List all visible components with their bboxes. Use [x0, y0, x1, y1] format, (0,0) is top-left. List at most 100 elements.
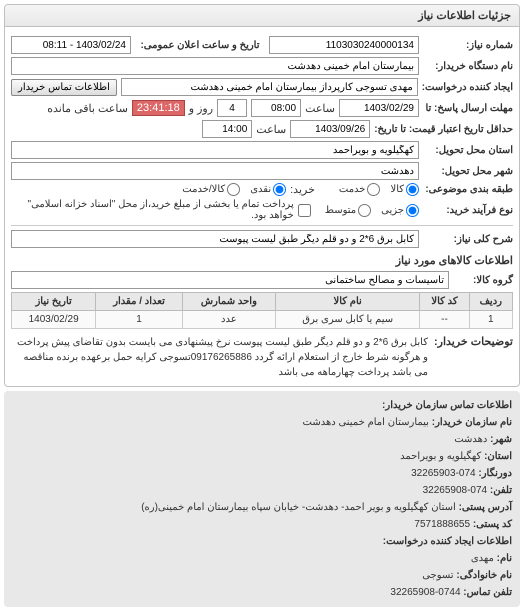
- city-field[interactable]: [11, 162, 419, 180]
- org-field[interactable]: [11, 57, 419, 75]
- row-creator: ایجاد کننده درخواست: اطلاعات تماس خریدار: [11, 78, 513, 96]
- c-city-label: شهر:: [490, 434, 512, 445]
- radio-goods-input[interactable]: [406, 183, 419, 196]
- c-addr: استان کهگیلویه و بویر احمد- دهدشت- خیابا…: [141, 502, 456, 513]
- desc-text: کابل برق 6*2 و دو قلم دیگر طبق لیست پیوس…: [11, 335, 428, 380]
- exp-hour-field[interactable]: [202, 120, 252, 138]
- radio-cash-input[interactable]: [273, 183, 286, 196]
- table-header-row: ردیف کد کالا نام کالا واحد شمارش تعداد /…: [12, 293, 513, 311]
- countdown-badge: 23:41:18: [132, 100, 185, 116]
- panel-title: جزئیات اطلاعات نیاز: [5, 5, 519, 27]
- deadline-date-field[interactable]: [339, 99, 419, 117]
- td-5: 1403/02/29: [12, 311, 96, 329]
- td-0: 1: [469, 311, 512, 329]
- row-reqno: شماره نیاز: تاریخ و ساعت اعلان عمومی:: [11, 36, 513, 54]
- row-org: نام دستگاه خریدار:: [11, 57, 513, 75]
- class-radio-group: کالا خدمت: [339, 183, 419, 196]
- c-name: مهدی: [471, 553, 494, 564]
- exp-hour-label: ساعت: [256, 123, 286, 136]
- need-title-field[interactable]: [11, 230, 419, 248]
- exp-date-field[interactable]: [290, 120, 370, 138]
- c-creator-title: اطلاعات ایجاد کننده درخواست:: [383, 536, 512, 547]
- radio-service[interactable]: خدمت: [339, 183, 381, 196]
- c-phone-label: تلفن:: [490, 485, 512, 496]
- c-post: 7571888655: [414, 519, 470, 530]
- row-province: استان محل تحویل:: [11, 141, 513, 159]
- td-3: عدد: [182, 311, 275, 329]
- row-process: نوع فرآیند خرید: جزیی متوسط پرداخت تمام …: [11, 199, 513, 221]
- th-2: نام کالا: [275, 293, 420, 311]
- process-radio-group: جزیی متوسط: [325, 204, 419, 217]
- province-field[interactable]: [11, 141, 419, 159]
- th-3: واحد شمارش: [182, 293, 275, 311]
- row-deadline: مهلت ارسال پاسخ: تا ساعت روز و 23:41:18 …: [11, 99, 513, 117]
- row-need-title: شرح کلی نیاز:: [11, 230, 513, 248]
- days-remain-field: [217, 99, 247, 117]
- radio-credit[interactable]: کالا/خدمت: [182, 183, 240, 196]
- reqno-field[interactable]: [269, 36, 419, 54]
- c-fax-label: دورنگار:: [478, 468, 512, 479]
- c-name-label: نام:: [497, 553, 512, 564]
- treasury-checkbox[interactable]: [298, 204, 311, 217]
- payment-radio-group: نقدی کالا/خدمت: [182, 183, 286, 196]
- goods-table-head: ردیف کد کالا نام کالا واحد شمارش تعداد /…: [12, 293, 513, 311]
- exp-label: حداقل تاریخ اعتبار قیمت: تا تاریخ:: [374, 124, 513, 135]
- table-row[interactable]: 1 -- سیم یا کابل سری برق عدد 1 1403/02/2…: [12, 311, 513, 329]
- creator-field[interactable]: [121, 78, 418, 96]
- group-field[interactable]: [11, 271, 449, 289]
- radio-service-input[interactable]: [367, 183, 380, 196]
- contact-button[interactable]: اطلاعات تماس خریدار: [11, 79, 117, 96]
- radio-medium-input[interactable]: [358, 204, 371, 217]
- c-city: دهدشت: [454, 434, 487, 445]
- pubdate-label: تاریخ و ساعت اعلان عمومی:: [135, 40, 265, 51]
- c-province-label: استان:: [484, 451, 512, 462]
- city-label: شهر محل تحویل:: [423, 166, 513, 177]
- goods-table-body: 1 -- سیم یا کابل سری برق عدد 1 1403/02/2…: [12, 311, 513, 329]
- need-title-label: شرح کلی نیاز:: [423, 234, 513, 245]
- th-1: کد کالا: [420, 293, 469, 311]
- c-fax: 074-32265903: [411, 468, 476, 479]
- radio-medium[interactable]: متوسط: [325, 204, 371, 217]
- class-label: طبقه بندی موضوعی:: [423, 184, 513, 195]
- c-addr-label: آدرس پستی:: [459, 502, 512, 513]
- c-org-label: نام سازمان خریدار:: [432, 417, 512, 428]
- desc-block: توضیحات خریدار: کابل برق 6*2 و دو قلم دی…: [11, 335, 513, 380]
- deadline-hour-field[interactable]: [251, 99, 301, 117]
- radio-small[interactable]: جزیی: [381, 204, 419, 217]
- process-label: نوع فرآیند خرید:: [423, 205, 513, 216]
- radio-cash[interactable]: نقدی: [250, 183, 286, 196]
- treasury-checkbox-row[interactable]: پرداخت تمام یا بخشی از مبلغ خرید،از محل …: [11, 199, 311, 221]
- reqno-label: شماره نیاز:: [423, 40, 513, 51]
- creator-label: ایجاد کننده درخواست:: [422, 82, 513, 93]
- c-cphone-label: تلفن تماس:: [463, 587, 512, 598]
- group-label: گروه کالا:: [453, 275, 513, 286]
- c-org: بیمارستان امام خمینی دهدشت: [303, 417, 429, 428]
- goods-table: ردیف کد کالا نام کالا واحد شمارش تعداد /…: [11, 292, 513, 329]
- province-label: استان محل تحویل:: [423, 145, 513, 156]
- contact-block: اطلاعات تماس سازمان خریدار: نام سازمان خ…: [4, 391, 520, 607]
- hour-label: ساعت: [305, 102, 335, 115]
- panel-body: شماره نیاز: تاریخ و ساعت اعلان عمومی: نا…: [5, 27, 519, 386]
- row-class: طبقه بندی موضوعی: کالا خدمت خرید: نقدی ک…: [11, 183, 513, 196]
- radio-credit-input[interactable]: [227, 183, 240, 196]
- radio-goods[interactable]: کالا: [390, 183, 419, 196]
- goods-section-title: اطلاعات کالاهای مورد نیاز: [11, 254, 513, 267]
- th-0: ردیف: [469, 293, 512, 311]
- radio-small-input[interactable]: [406, 204, 419, 217]
- desc-label: توضیحات خریدار:: [434, 335, 513, 380]
- pubdate-field[interactable]: [11, 36, 131, 54]
- row-group: گروه کالا:: [11, 271, 513, 289]
- countdown-label: ساعت باقی مانده: [47, 102, 128, 115]
- row-city: شهر محل تحویل:: [11, 162, 513, 180]
- contact-title: اطلاعات تماس سازمان خریدار:: [382, 400, 512, 411]
- org-label: نام دستگاه خریدار:: [423, 61, 513, 72]
- td-4: 1: [96, 311, 183, 329]
- c-phone: 074-32265908: [423, 485, 488, 496]
- c-cphone: 0744-32265908: [390, 587, 460, 598]
- deadline-label: مهلت ارسال پاسخ: تا: [423, 103, 513, 114]
- divider-1: [11, 225, 513, 226]
- th-5: تاریخ نیاز: [12, 293, 96, 311]
- c-province: کهگیلویه و بویراحمد: [400, 451, 481, 462]
- th-4: تعداد / مقدار: [96, 293, 183, 311]
- details-panel: جزئیات اطلاعات نیاز شماره نیاز: تاریخ و …: [4, 4, 520, 387]
